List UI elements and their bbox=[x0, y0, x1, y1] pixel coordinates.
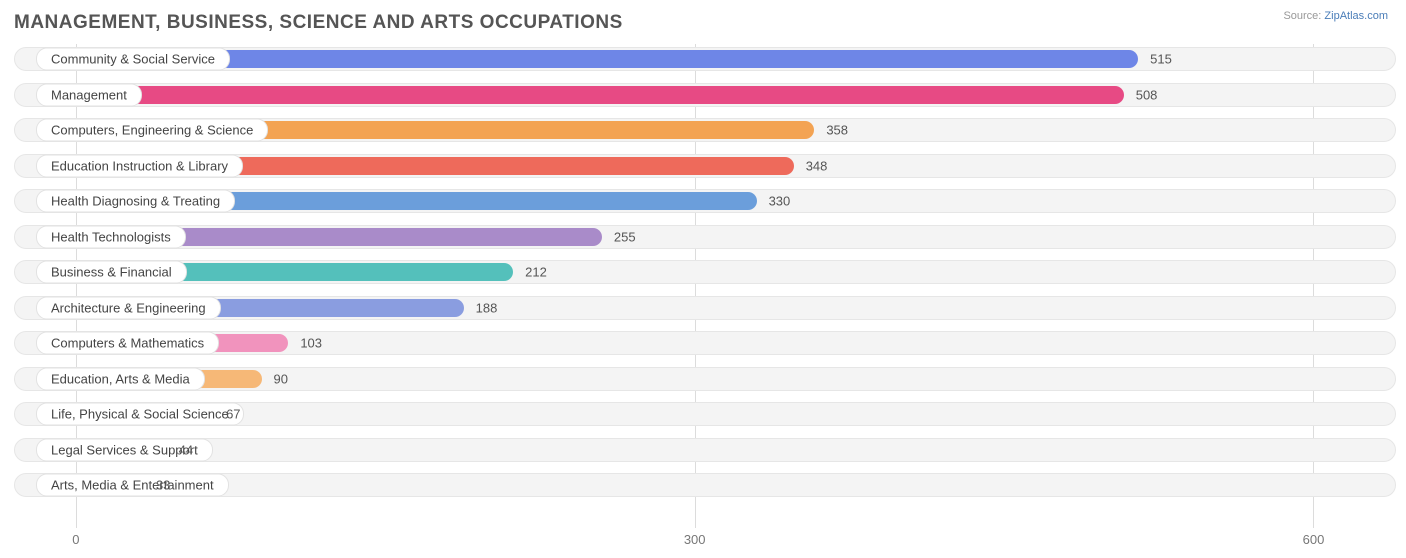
category-label: Health Diagnosing & Treating bbox=[36, 190, 235, 213]
category-label: Life, Physical & Social Science bbox=[36, 403, 244, 426]
bar-row: Computers, Engineering & Science 358 bbox=[14, 115, 1396, 145]
value-label: 212 bbox=[525, 265, 547, 280]
bar-row: Business & Financial 212 bbox=[14, 257, 1396, 287]
bar-row: Management 508 bbox=[14, 80, 1396, 110]
value-label: 67 bbox=[226, 407, 240, 422]
category-label: Education Instruction & Library bbox=[36, 154, 243, 177]
source-link[interactable]: ZipAtlas.com bbox=[1324, 10, 1388, 22]
x-tick-label: 300 bbox=[684, 532, 706, 547]
bar-row: Life, Physical & Social Science67 bbox=[14, 399, 1396, 429]
value-label: 255 bbox=[614, 229, 636, 244]
bar-track bbox=[14, 438, 1396, 462]
category-label: Computers & Mathematics bbox=[36, 332, 219, 355]
category-label: Health Technologists bbox=[36, 225, 186, 248]
bar-row: Arts, Media & Entertainment33 bbox=[14, 470, 1396, 500]
bar-row: Health Technologists 255 bbox=[14, 222, 1396, 252]
bar-row: Education, Arts & Media 90 bbox=[14, 364, 1396, 394]
bar bbox=[76, 50, 1138, 68]
bar-row: Computers & Mathematics 103 bbox=[14, 328, 1396, 358]
category-label: Community & Social Service bbox=[36, 48, 230, 71]
plot-area: Community & Social Service 515 Management 5… bbox=[14, 44, 1396, 528]
x-axis: 0 300 600 bbox=[14, 532, 1396, 550]
value-label: 508 bbox=[1136, 87, 1158, 102]
category-label: Business & Financial bbox=[36, 261, 187, 284]
chart-area: Community & Social Service 515 Management 5… bbox=[14, 44, 1396, 528]
chart-title: MANAGEMENT, BUSINESS, SCIENCE AND ARTS O… bbox=[0, 0, 1406, 34]
bar-row: Education Instruction & Library 348 bbox=[14, 151, 1396, 181]
category-label: Arts, Media & Entertainment bbox=[36, 474, 229, 497]
value-label: 330 bbox=[769, 194, 791, 209]
value-label: 188 bbox=[476, 300, 498, 315]
value-label: 90 bbox=[274, 371, 288, 386]
bar-row: Health Diagnosing & Treating 330 bbox=[14, 186, 1396, 216]
bar bbox=[76, 86, 1124, 104]
category-label: Education, Arts & Media bbox=[36, 367, 205, 390]
bar-row: Legal Services & Support44 bbox=[14, 435, 1396, 465]
source-label: Source: bbox=[1283, 10, 1321, 22]
value-label: 358 bbox=[826, 123, 848, 138]
value-label: 33 bbox=[156, 478, 170, 493]
x-tick-label: 600 bbox=[1303, 532, 1325, 547]
category-label: Management bbox=[36, 83, 142, 106]
value-label: 44 bbox=[179, 442, 193, 457]
category-label: Architecture & Engineering bbox=[36, 296, 221, 319]
bar-row: Architecture & Engineering 188 bbox=[14, 293, 1396, 323]
value-label: 103 bbox=[300, 336, 322, 351]
category-label: Computers, Engineering & Science bbox=[36, 119, 268, 142]
value-label: 515 bbox=[1150, 52, 1172, 67]
x-tick-label: 0 bbox=[72, 532, 79, 547]
value-label: 348 bbox=[806, 158, 828, 173]
source-attribution: Source: ZipAtlas.com bbox=[1283, 10, 1388, 22]
bar-row: Community & Social Service 515 bbox=[14, 44, 1396, 74]
